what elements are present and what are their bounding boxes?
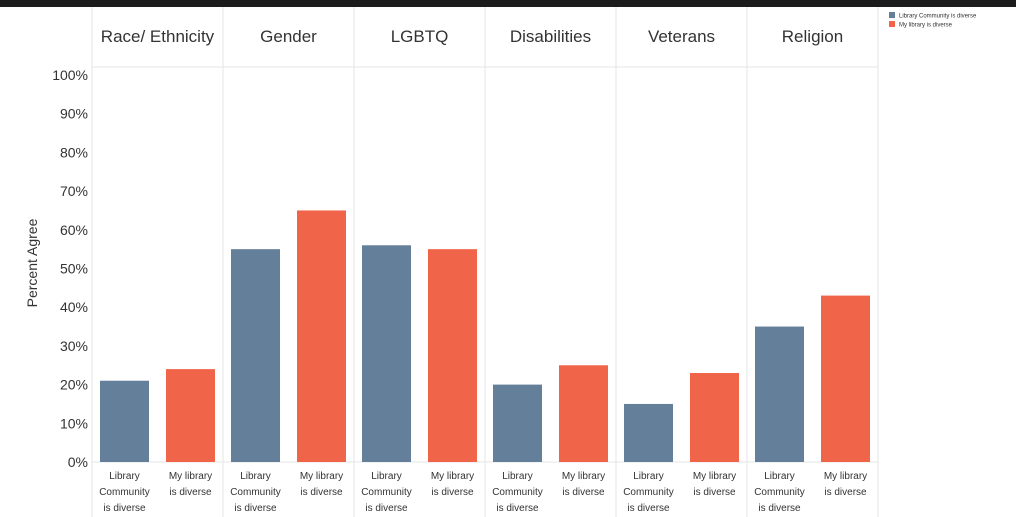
y-tick-label: 100% — [52, 67, 88, 83]
legend-swatch — [889, 12, 895, 18]
x-tick-label: Library Community is diverse — [623, 471, 674, 514]
bar — [100, 380, 149, 462]
x-tick-label: My library is diverse — [431, 471, 474, 498]
x-tick-label: My library is diverse — [693, 471, 736, 498]
panel-header-row: Race/ Ethnicity Gender LGBTQ Disabilities Ve… — [92, 27, 878, 68]
x-axis-labels: Library Community is diverse My library is d… — [99, 471, 867, 514]
y-tick-label: 10% — [60, 415, 88, 431]
x-tick-label: My library is diverse — [169, 471, 212, 498]
bar — [297, 210, 346, 462]
bar — [624, 403, 673, 462]
x-tick-label: Library Community is diverse — [492, 471, 543, 514]
y-tick-label: 40% — [60, 299, 88, 315]
x-tick-label: My library is diverse — [824, 471, 867, 498]
bar — [166, 369, 215, 462]
legend-swatch — [889, 21, 895, 27]
legend-label: My library is diverse — [899, 23, 953, 29]
legend-label: Library Community is diverse — [899, 14, 977, 20]
bar — [690, 372, 739, 462]
panel-header: Veterans — [648, 27, 715, 46]
legend: Library Community is diverse My library i… — [889, 12, 977, 29]
x-tick-label: Library Community is diverse — [230, 471, 281, 514]
bar — [821, 295, 870, 462]
y-tick-label: 30% — [60, 338, 88, 354]
bar — [362, 245, 411, 462]
y-tick-label: 60% — [60, 222, 88, 238]
bar — [559, 365, 608, 462]
panel-dividers — [91, 7, 879, 517]
panel-header: Gender — [260, 27, 317, 46]
x-tick-label: My library is diverse — [562, 471, 605, 498]
y-tick-label: 0% — [68, 454, 88, 470]
y-tick-label: 90% — [60, 106, 88, 122]
y-axis: Percent Agree 0% 10% 20% 30% 40% 50% 60% 70% 80%… — [24, 67, 88, 470]
bar — [493, 384, 542, 462]
panel-header: Race/ Ethnicity — [101, 27, 215, 46]
x-tick-label: My library is diverse — [300, 471, 343, 498]
y-tick-label: 50% — [60, 261, 88, 277]
bar — [428, 249, 477, 462]
panel-header: Disabilities — [510, 27, 591, 46]
y-tick-label: 70% — [60, 183, 88, 199]
x-tick-label: Library Community is diverse — [754, 471, 805, 514]
bars — [100, 210, 870, 462]
x-tick-label: Library Community is diverse — [99, 471, 150, 514]
y-axis-label: Percent Agree — [24, 218, 40, 307]
x-tick-label: Library Community is diverse — [361, 471, 412, 514]
y-tick-label: 80% — [60, 144, 88, 160]
y-tick-label: 20% — [60, 377, 88, 393]
bar — [755, 326, 804, 462]
panel-header: LGBTQ — [391, 27, 449, 46]
bar — [231, 249, 280, 462]
panel-header: Religion — [782, 27, 843, 46]
